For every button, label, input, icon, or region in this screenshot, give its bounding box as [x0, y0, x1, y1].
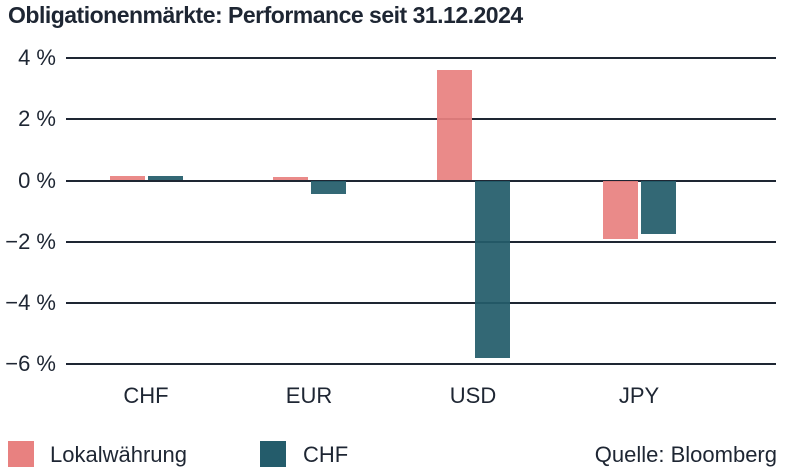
x-axis-label-eur: EUR [285, 383, 333, 408]
gridline-0 [66, 179, 776, 182]
legend-label-chf: CHF [303, 442, 349, 467]
y-axis-tick-label: 4 % [18, 45, 56, 71]
y-axis-tick-label: −6 % [5, 351, 56, 377]
x-axis-label-chf: CHF [123, 383, 169, 408]
y-axis-tick-label: 2 % [18, 106, 56, 132]
bar-usd-chf [474, 180, 510, 358]
bar-jpy-chf [640, 180, 676, 235]
source-attribution: Quelle: Bloomberg [594, 442, 777, 467]
bar-eur-local [272, 177, 308, 181]
bar-chf-chf [147, 175, 183, 181]
chart-title: Obligationenmärkte: Performance seit 31.… [8, 2, 523, 28]
x-axis-label-usd: USD [449, 383, 497, 408]
bar-chf-local [109, 175, 145, 181]
y-axis-tick-label: −2 % [5, 228, 56, 254]
gridline--4 [66, 301, 776, 304]
x-axis-label-jpy: JPY [618, 383, 660, 408]
y-axis-tick-label: 0 % [18, 167, 56, 193]
y-axis-tick-label: −4 % [5, 289, 56, 315]
bar-usd-local [436, 70, 472, 181]
gridline--6 [66, 363, 776, 366]
bar-jpy-local [602, 180, 638, 239]
gridline--2 [66, 240, 776, 243]
bar-eur-chf [310, 180, 346, 195]
legend-swatch-chf [260, 441, 286, 467]
legend-swatch-local-currency [8, 441, 34, 467]
gridline-4 [66, 57, 776, 60]
legend-label-local-currency: Lokalwährung [50, 442, 187, 467]
gridline-2 [66, 118, 776, 121]
